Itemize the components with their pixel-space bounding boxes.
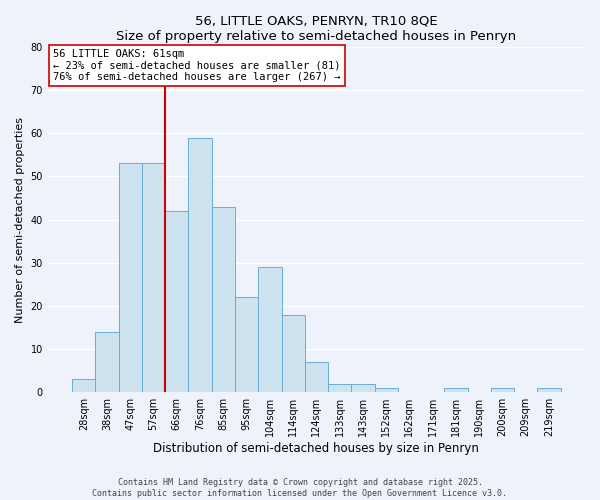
Bar [281, 314, 305, 392]
Text: Contains HM Land Registry data © Crown copyright and database right 2025.
Contai: Contains HM Land Registry data © Crown c… [92, 478, 508, 498]
Bar [235, 298, 258, 392]
Bar [351, 384, 374, 392]
Text: 56 LITTLE OAKS: 61sqm
← 23% of semi-detached houses are smaller (81)
76% of semi: 56 LITTLE OAKS: 61sqm ← 23% of semi-deta… [53, 48, 341, 82]
Bar [72, 380, 95, 392]
Bar [491, 388, 514, 392]
Bar [212, 206, 235, 392]
Bar [188, 138, 212, 392]
Bar [305, 362, 328, 392]
Bar [328, 384, 351, 392]
Bar [445, 388, 467, 392]
Bar [258, 267, 281, 392]
Bar [119, 164, 142, 392]
Bar [165, 211, 188, 392]
Y-axis label: Number of semi-detached properties: Number of semi-detached properties [15, 116, 25, 322]
Bar [142, 164, 165, 392]
Bar [374, 388, 398, 392]
Title: 56, LITTLE OAKS, PENRYN, TR10 8QE
Size of property relative to semi-detached hou: 56, LITTLE OAKS, PENRYN, TR10 8QE Size o… [116, 15, 517, 43]
X-axis label: Distribution of semi-detached houses by size in Penryn: Distribution of semi-detached houses by … [154, 442, 479, 455]
Bar [538, 388, 560, 392]
Bar [95, 332, 119, 392]
